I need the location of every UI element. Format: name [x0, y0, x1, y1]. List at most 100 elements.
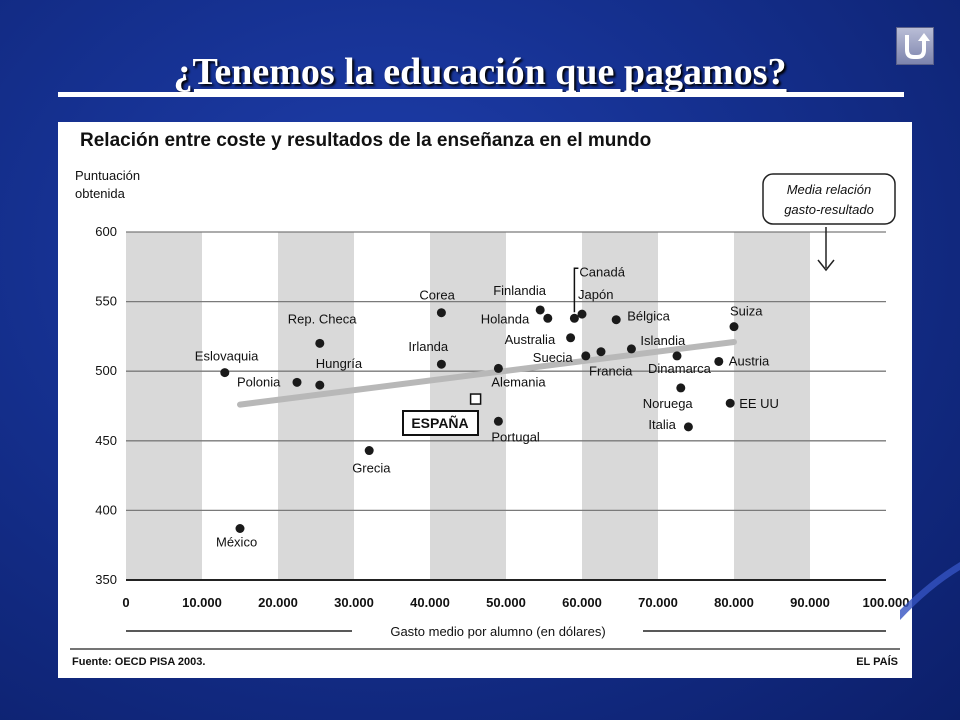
x-tick-label: 90.000 [790, 595, 830, 610]
scatter-point [235, 523, 245, 533]
point-label: Rep. Checa [288, 311, 357, 326]
spain-label: ESPAÑA [411, 414, 468, 431]
point-label: Polonia [237, 374, 281, 389]
y-tick-label: 350 [95, 572, 117, 587]
scatter-point [611, 315, 621, 325]
scatter-point [714, 356, 724, 366]
point-australia: Australia [505, 332, 576, 347]
y-axis-label-line2: obtenida [75, 186, 126, 201]
scatter-point [493, 363, 503, 373]
scatter-point [569, 313, 579, 323]
point-b-lgica: Bélgica [611, 309, 671, 325]
scatter-point [315, 338, 325, 348]
x-tick-label: 70.000 [638, 595, 678, 610]
back-button[interactable] [896, 27, 934, 65]
point-alemania: Alemania [491, 363, 546, 389]
x-tick-label: 50.000 [486, 595, 526, 610]
scatter-point [535, 305, 545, 315]
band-4 [430, 232, 506, 580]
point-label: México [216, 534, 257, 549]
chart-panel: 350 400 450 500 550 600 0 10.000 20.000 30.000 40… [58, 122, 912, 678]
y-tick-label: 500 [95, 363, 117, 378]
x-tick-label: 60.000 [562, 595, 602, 610]
point-islandia: Islandia [626, 333, 686, 354]
scatter-point [577, 309, 587, 319]
canada-leader-line [573, 267, 579, 313]
x-tick-label: 20.000 [258, 595, 298, 610]
trend-line [237, 338, 737, 408]
band-0 [126, 232, 202, 580]
band-8 [734, 232, 810, 580]
y-tick-label: 600 [95, 224, 117, 239]
x-tick-label: 40.000 [410, 595, 450, 610]
point-hungr-a: Hungría [315, 356, 363, 390]
scatter-point [672, 351, 682, 361]
point-label: Austria [729, 353, 770, 368]
x-tick-label: 100.000 [863, 595, 910, 610]
scatter-point [493, 416, 503, 426]
y-axis-label-line1: Puntuación [75, 168, 140, 183]
point-label: EE UU [739, 396, 779, 411]
point-label: Holanda [481, 311, 530, 326]
point-corea: Corea [419, 288, 456, 318]
title-underline-rule [58, 92, 904, 97]
slide-title: ¿Tenemos la educación que pagamos? [173, 51, 787, 93]
point-label: Australia [505, 332, 556, 347]
scatter-point [436, 359, 446, 369]
x-tick-label: 80.000 [714, 595, 754, 610]
annotation-line2: gasto-resultado [784, 202, 874, 217]
scatter-point [566, 333, 576, 343]
spain-label-box [402, 410, 479, 436]
point-label: Hungría [316, 356, 363, 371]
scatter-chart: 350 400 450 500 550 600 0 10.000 20.000 30.000 40… [70, 130, 910, 668]
x-axis-label-group: Gasto medio por alumno (en dólares) [126, 624, 886, 639]
point-label: Canadá [579, 264, 625, 279]
chart-title: Relación entre coste y resultados de la … [80, 130, 651, 151]
point-label: Corea [419, 288, 455, 303]
point-label: Portugal [491, 429, 540, 444]
point-label: Irlanda [408, 339, 449, 354]
x-axis-label: Gasto medio por alumno (en dólares) [390, 624, 605, 639]
band-6 [582, 232, 658, 580]
credit-note: EL PAÍS [856, 655, 898, 668]
scatter-point [436, 308, 446, 318]
point-finlandia: Finlandia [493, 283, 547, 315]
band-2 [278, 232, 354, 580]
point-label: Islandia [640, 333, 686, 348]
point-label: Suecia [533, 350, 574, 365]
point-austria: Austria [714, 353, 770, 368]
point-grecia: Grecia [352, 446, 391, 476]
x-tick-label: 0 [122, 595, 129, 610]
point-noruega: Noruega [643, 383, 694, 411]
point-label: Noruega [643, 396, 694, 411]
point-label: Eslovaquia [195, 349, 259, 364]
scatter-point [729, 322, 739, 332]
point-canad-: Canadá [569, 264, 626, 323]
point-label: Francia [589, 364, 633, 379]
scatter-point [315, 380, 325, 390]
point-label: Grecia [352, 461, 391, 476]
point-m-xico: México [216, 523, 257, 549]
point-suiza: Suiza [729, 304, 763, 332]
point-ee-uu: EE UU [725, 396, 779, 411]
point-label: Italia [648, 417, 676, 432]
return-arrow-icon [905, 33, 930, 59]
scatter-point [676, 383, 686, 393]
point-label: Bélgica [627, 309, 670, 324]
point-italia: Italia [648, 417, 693, 432]
annotation-box: Media relación gasto-resultado [762, 173, 896, 272]
point-label: Dinamarca [648, 361, 712, 376]
decorative-swoosh [900, 562, 960, 620]
scatter-point [725, 398, 735, 408]
scatter-point [626, 344, 636, 354]
point-francia: Francia [589, 347, 633, 379]
point-label: Japón [578, 287, 613, 302]
scatter-point [581, 351, 591, 361]
scatter-point [220, 368, 230, 378]
point-label: Alemania [491, 374, 546, 389]
scatter-point [596, 347, 606, 357]
point-rep-checa: Rep. Checa [288, 311, 357, 348]
scatter-point [292, 377, 302, 387]
scatter-point [364, 446, 374, 456]
spain-marker [469, 393, 482, 405]
